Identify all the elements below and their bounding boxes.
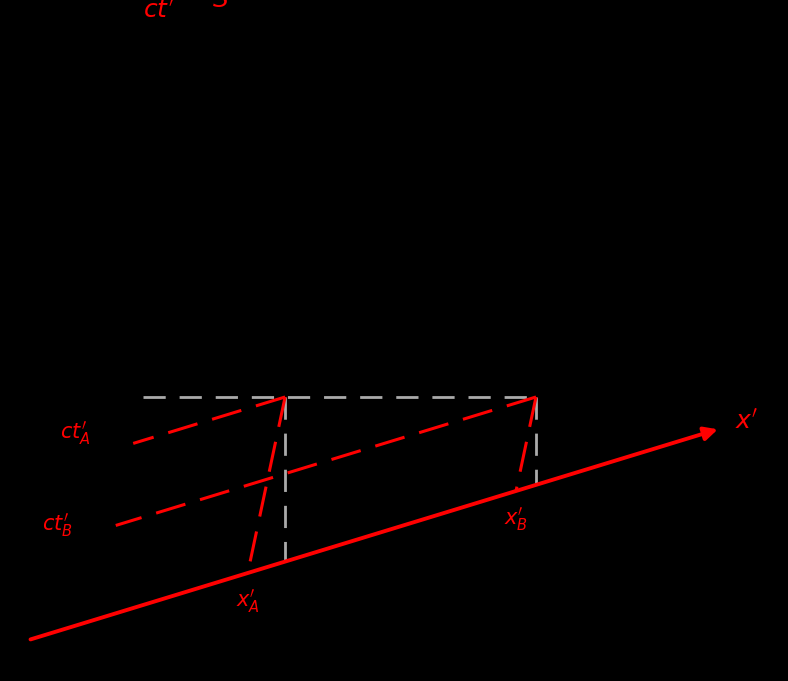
Text: $ct_B'$: $ct_B'$	[43, 511, 73, 539]
Text: $ct'$: $ct'$	[143, 0, 174, 22]
Text: $x'$: $x'$	[734, 409, 758, 434]
Text: $ct_A'$: $ct_A'$	[60, 419, 91, 447]
Text: $S'$: $S'$	[212, 0, 236, 13]
Text: $x_B'$: $x_B'$	[504, 505, 528, 533]
Text: $x_A'$: $x_A'$	[236, 587, 260, 615]
